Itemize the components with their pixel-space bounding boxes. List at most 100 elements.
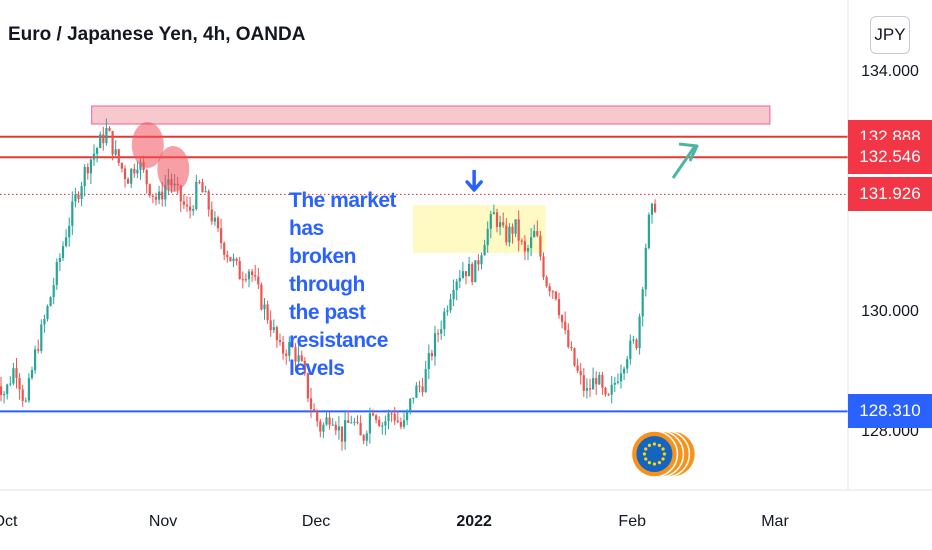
candle-body xyxy=(288,342,291,356)
candle-body xyxy=(347,420,350,423)
arrow-up-right-icon[interactable] xyxy=(671,142,699,179)
candle-body xyxy=(477,260,480,265)
candle-body xyxy=(368,413,372,434)
candle-body xyxy=(365,433,368,441)
candle-body xyxy=(344,420,347,442)
candle-body xyxy=(654,203,657,212)
x-tick-label: 2022 xyxy=(456,513,492,530)
currency-button[interactable]: JPY xyxy=(870,16,910,54)
candle-body xyxy=(595,378,598,385)
candle-body xyxy=(421,386,424,392)
candle-body xyxy=(548,286,551,292)
candle-body xyxy=(334,424,337,431)
y-tick-label: 130.000 xyxy=(861,303,919,320)
candle-body xyxy=(52,285,55,298)
candle-body xyxy=(461,271,465,278)
arrow-down-icon[interactable] xyxy=(465,170,483,192)
candle-body xyxy=(440,329,443,334)
candle-body xyxy=(576,365,579,371)
candle-body xyxy=(257,276,260,285)
candle-body xyxy=(579,370,582,376)
candle-body xyxy=(179,185,182,202)
candle-body xyxy=(635,339,638,349)
candle-body xyxy=(430,353,434,357)
candle-body xyxy=(303,360,306,374)
candle-body xyxy=(127,178,130,184)
candle-body xyxy=(229,257,232,262)
drawings[interactable] xyxy=(131,122,699,478)
candle-body xyxy=(536,231,539,236)
candle-body xyxy=(291,342,294,348)
annotation-text[interactable]: The market has broken through the past r… xyxy=(289,187,429,383)
candle-body xyxy=(114,149,117,155)
x-tick-label: Nov xyxy=(149,513,177,530)
candle-body xyxy=(244,279,248,281)
candle-body xyxy=(381,425,384,427)
candle-body xyxy=(145,169,148,185)
x-tick-label: Feb xyxy=(618,513,646,530)
candle-body xyxy=(216,217,220,229)
price-tag: 128.310 xyxy=(848,394,932,429)
highlight-circle[interactable] xyxy=(131,122,164,168)
candle-body xyxy=(226,254,229,258)
candle-body xyxy=(108,127,111,132)
candle-body xyxy=(592,378,595,390)
candle-body xyxy=(309,398,313,410)
candle-body xyxy=(396,420,399,423)
candle-body xyxy=(285,353,288,356)
candle-body xyxy=(644,247,647,290)
annotation-line: resistance xyxy=(289,329,388,352)
candle-body xyxy=(468,263,471,277)
candle-body xyxy=(384,421,387,426)
candle-body xyxy=(210,209,213,222)
candle-body xyxy=(350,422,353,424)
candle-body xyxy=(316,411,319,422)
candle-body xyxy=(201,182,204,193)
candle-body xyxy=(353,421,356,423)
candle-body xyxy=(455,281,458,291)
candle-body xyxy=(247,271,251,280)
candle-body xyxy=(235,258,238,262)
candle-body xyxy=(164,184,167,200)
candle-body xyxy=(189,206,192,211)
candle-body xyxy=(499,222,502,227)
candles xyxy=(0,118,657,451)
candle-body xyxy=(213,217,217,222)
candle-body xyxy=(530,237,533,249)
candle-body xyxy=(337,426,341,431)
candle-body xyxy=(492,212,496,215)
highlight-zone[interactable] xyxy=(412,205,546,253)
candle-body xyxy=(505,225,508,243)
candle-body xyxy=(520,240,523,242)
y-tick-label: 134.000 xyxy=(861,63,919,80)
candle-body xyxy=(610,384,613,395)
candle-body xyxy=(604,387,607,395)
candle-body xyxy=(18,378,21,390)
candle-body xyxy=(399,422,403,427)
candle-body xyxy=(557,299,561,316)
candle-body xyxy=(458,277,461,282)
candle-body xyxy=(464,271,468,277)
candle-body xyxy=(15,368,18,379)
candle-body xyxy=(359,422,362,436)
candle-body xyxy=(133,168,136,174)
candle-body xyxy=(102,134,105,144)
candle-body xyxy=(272,327,275,331)
euro-coin-stack-icon[interactable] xyxy=(630,430,697,478)
candle-body xyxy=(223,242,226,255)
annotation-line: levels xyxy=(289,357,345,380)
highlight-circle[interactable] xyxy=(157,146,190,192)
candle-body xyxy=(626,359,629,369)
candle-body xyxy=(378,419,381,426)
candle-body xyxy=(322,424,325,432)
candle-body xyxy=(49,297,52,307)
candle-body xyxy=(43,318,46,325)
candle-body xyxy=(415,385,418,398)
price-tag: 131.926 xyxy=(848,177,932,212)
resistance-zone[interactable] xyxy=(91,105,771,125)
x-tick-label: Oct xyxy=(0,513,18,530)
candle-body xyxy=(471,263,474,283)
candle-body xyxy=(517,219,520,241)
